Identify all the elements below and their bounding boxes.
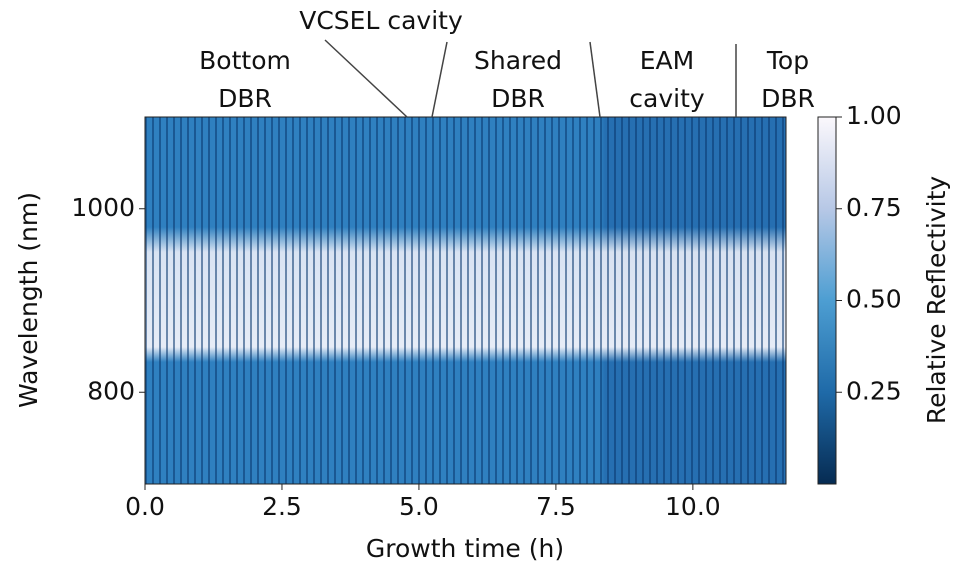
colorbar — [818, 117, 836, 484]
x-tick-label: 0.0 — [125, 492, 165, 521]
x-tick-label: 7.5 — [536, 492, 576, 521]
colorbar-tick-label: 0.75 — [846, 193, 902, 222]
annotation-leaders — [324, 39, 737, 118]
y-tick-label: 800 — [87, 376, 135, 405]
colorbar-tick-label: 0.50 — [846, 285, 902, 314]
x-axis-label: Growth time (h) — [366, 534, 564, 563]
leader — [324, 39, 408, 118]
heatmap — [145, 117, 786, 484]
x-tick-label: 2.5 — [262, 492, 302, 521]
colorbar-frame — [817, 116, 837, 485]
colorbar-label: Relative Reflectivity — [922, 176, 951, 425]
annotation: DBR — [218, 84, 272, 113]
colorbar-tick-label: 0.25 — [846, 376, 902, 405]
annotation: DBR — [761, 84, 815, 113]
annotation: Bottom — [199, 46, 291, 75]
annotation: Shared — [474, 46, 562, 75]
leader — [431, 41, 448, 118]
annotation: DBR — [491, 84, 545, 113]
leader — [589, 41, 601, 118]
x-tick-label: 5.0 — [399, 492, 439, 521]
annotation: Top — [766, 46, 809, 75]
y-axis-label: Wavelength (nm) — [14, 192, 43, 408]
colorbar-tick-label: 1.00 — [846, 101, 902, 130]
annotation: cavity — [629, 84, 705, 113]
annotation: EAM — [640, 46, 694, 75]
x-tick-label: 10.0 — [665, 492, 721, 521]
plot-frame — [144, 116, 787, 485]
annotation: VCSEL cavity — [299, 6, 463, 35]
y-tick-label: 1000 — [71, 193, 135, 222]
